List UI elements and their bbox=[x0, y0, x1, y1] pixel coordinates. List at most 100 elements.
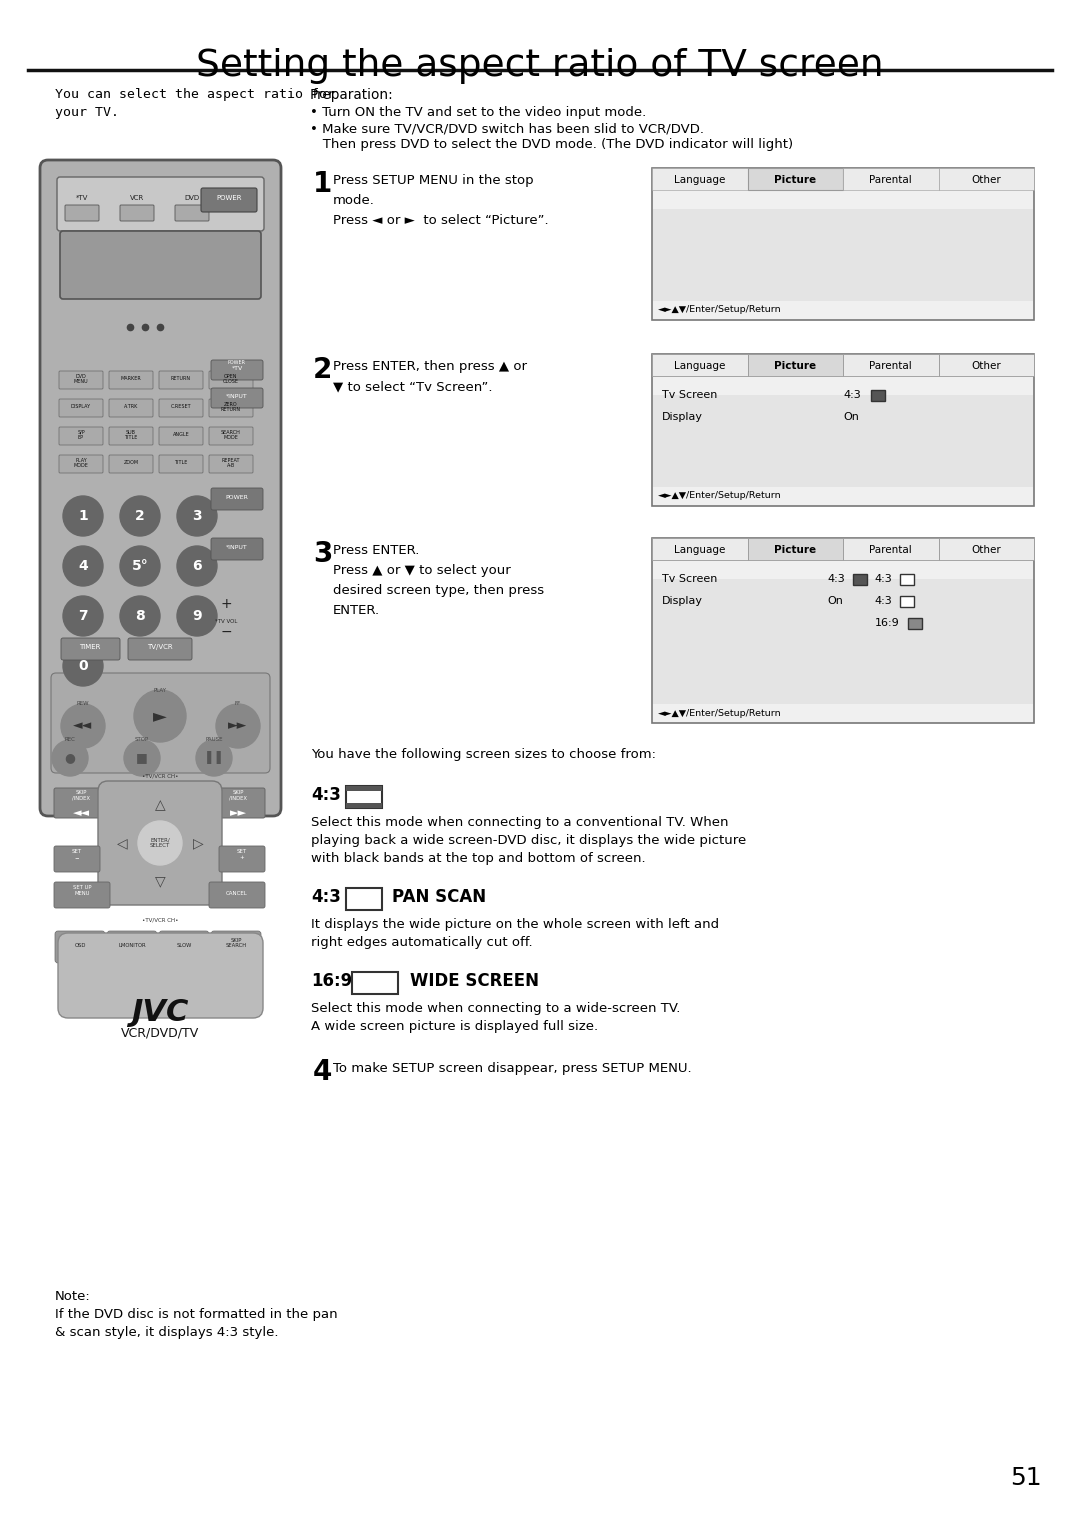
Bar bbox=[900, 574, 914, 584]
Text: Language: Language bbox=[674, 175, 726, 185]
Text: Press SETUP MENU in the stop: Press SETUP MENU in the stop bbox=[333, 174, 534, 188]
Circle shape bbox=[177, 546, 217, 586]
FancyBboxPatch shape bbox=[59, 398, 103, 417]
Text: POWER: POWER bbox=[228, 360, 246, 365]
FancyBboxPatch shape bbox=[159, 931, 210, 963]
Text: SEARCH
MODE: SEARCH MODE bbox=[221, 430, 241, 439]
Text: 2: 2 bbox=[135, 510, 145, 523]
Text: Display: Display bbox=[662, 412, 703, 423]
Text: ❚❚: ❚❚ bbox=[203, 751, 225, 765]
FancyBboxPatch shape bbox=[211, 388, 264, 407]
Text: *INPUT: *INPUT bbox=[226, 545, 248, 549]
FancyBboxPatch shape bbox=[201, 188, 257, 212]
Bar bbox=[747, 539, 843, 560]
Text: It displays the wide picture on the whole screen with left and: It displays the wide picture on the whol… bbox=[311, 919, 719, 931]
Text: OPEN
CLOSE: OPEN CLOSE bbox=[222, 374, 239, 385]
Bar bbox=[843, 168, 939, 191]
Text: 3: 3 bbox=[192, 510, 202, 523]
Text: SKIP
SEARCH: SKIP SEARCH bbox=[226, 937, 246, 948]
Text: ZOOM: ZOOM bbox=[123, 461, 138, 465]
FancyBboxPatch shape bbox=[65, 204, 99, 221]
Text: 4: 4 bbox=[78, 559, 87, 572]
Bar bbox=[843, 539, 939, 560]
Text: WIDE SCREEN: WIDE SCREEN bbox=[410, 972, 539, 990]
Text: Language: Language bbox=[674, 362, 726, 371]
Text: right edges automatically cut off.: right edges automatically cut off. bbox=[311, 935, 532, 949]
Text: 1: 1 bbox=[313, 169, 333, 198]
Circle shape bbox=[177, 597, 217, 636]
Circle shape bbox=[216, 703, 260, 748]
Bar bbox=[652, 168, 1034, 320]
Text: Picture: Picture bbox=[774, 545, 816, 555]
Text: PAN SCAN: PAN SCAN bbox=[392, 888, 486, 906]
Text: −: − bbox=[220, 626, 232, 639]
Circle shape bbox=[124, 740, 160, 777]
Circle shape bbox=[120, 496, 160, 536]
Bar bbox=[346, 786, 382, 790]
Text: • Make sure TV/VCR/DVD switch has been slid to VCR/DVD.: • Make sure TV/VCR/DVD switch has been s… bbox=[310, 122, 704, 134]
Text: ZERO
RETURN: ZERO RETURN bbox=[221, 401, 241, 412]
Text: 16:9: 16:9 bbox=[311, 972, 352, 990]
Text: POWER: POWER bbox=[216, 195, 242, 201]
FancyBboxPatch shape bbox=[211, 787, 265, 818]
Text: Press ◄ or ►  to select “Picture”.: Press ◄ or ► to select “Picture”. bbox=[333, 214, 549, 227]
Text: DISPLAY: DISPLAY bbox=[71, 404, 91, 409]
FancyBboxPatch shape bbox=[120, 204, 154, 221]
Text: ENTER.: ENTER. bbox=[333, 604, 380, 617]
FancyBboxPatch shape bbox=[159, 398, 203, 417]
Text: 8: 8 bbox=[135, 609, 145, 623]
Text: Parental: Parental bbox=[869, 175, 913, 185]
Text: • Turn ON the TV and set to the video input mode.: • Turn ON the TV and set to the video in… bbox=[310, 105, 646, 119]
Circle shape bbox=[138, 821, 183, 865]
FancyBboxPatch shape bbox=[54, 787, 108, 818]
Text: ◄►▲▼/Enter/Setup/Return: ◄►▲▼/Enter/Setup/Return bbox=[658, 305, 782, 314]
Text: TIMER: TIMER bbox=[79, 644, 100, 650]
Circle shape bbox=[177, 496, 217, 536]
Text: VCR: VCR bbox=[130, 195, 144, 201]
Text: ◄►▲▼/Enter/Setup/Return: ◄►▲▼/Enter/Setup/Return bbox=[658, 491, 782, 501]
Text: Setting the aspect ratio of TV screen: Setting the aspect ratio of TV screen bbox=[197, 47, 883, 84]
FancyBboxPatch shape bbox=[98, 781, 222, 905]
FancyBboxPatch shape bbox=[159, 371, 203, 389]
Text: Preparation:: Preparation: bbox=[310, 89, 394, 102]
Text: ■: ■ bbox=[136, 751, 148, 765]
Text: VCR/DVD/TV: VCR/DVD/TV bbox=[121, 1025, 199, 1039]
FancyBboxPatch shape bbox=[109, 371, 153, 389]
FancyBboxPatch shape bbox=[109, 398, 153, 417]
FancyBboxPatch shape bbox=[210, 882, 265, 908]
Text: *TV VOL: *TV VOL bbox=[215, 620, 238, 624]
Text: 51: 51 bbox=[1011, 1466, 1042, 1489]
Text: Picture: Picture bbox=[774, 175, 816, 185]
Text: OSD: OSD bbox=[75, 943, 85, 948]
Text: *TV: *TV bbox=[76, 195, 89, 201]
Bar bbox=[352, 972, 399, 993]
FancyBboxPatch shape bbox=[210, 398, 253, 417]
FancyBboxPatch shape bbox=[54, 845, 100, 871]
FancyBboxPatch shape bbox=[60, 230, 261, 299]
Text: 7: 7 bbox=[78, 609, 87, 623]
Text: JVC: JVC bbox=[132, 998, 189, 1027]
Text: Other: Other bbox=[971, 362, 1001, 371]
Text: 4:3: 4:3 bbox=[827, 574, 846, 584]
Bar bbox=[346, 786, 382, 807]
Text: Press ▲ or ▼ to select your: Press ▲ or ▼ to select your bbox=[333, 565, 511, 577]
Text: desired screen type, then press: desired screen type, then press bbox=[333, 584, 544, 597]
Text: Parental: Parental bbox=[869, 362, 913, 371]
Text: SKIP
/INDEX: SKIP /INDEX bbox=[229, 790, 247, 801]
Text: POWER: POWER bbox=[226, 494, 248, 501]
Text: ANGLE: ANGLE bbox=[173, 432, 189, 438]
Text: You have the following screen sizes to choose from:: You have the following screen sizes to c… bbox=[311, 748, 656, 761]
Text: ◄►▲▼/Enter/Setup/Return: ◄►▲▼/Enter/Setup/Return bbox=[658, 708, 782, 717]
Bar bbox=[843, 354, 939, 375]
Bar bbox=[870, 391, 885, 401]
Text: Select this mode when connecting to a wide-screen TV.: Select this mode when connecting to a wi… bbox=[311, 1003, 680, 1015]
FancyBboxPatch shape bbox=[59, 371, 103, 389]
Text: REC: REC bbox=[65, 737, 76, 742]
Bar bbox=[653, 395, 1032, 505]
Bar bbox=[653, 209, 1032, 319]
FancyBboxPatch shape bbox=[210, 371, 253, 389]
FancyBboxPatch shape bbox=[60, 638, 120, 661]
Text: SKIP
/INDEX: SKIP /INDEX bbox=[72, 790, 90, 801]
Bar bbox=[652, 354, 1034, 507]
Circle shape bbox=[63, 496, 103, 536]
